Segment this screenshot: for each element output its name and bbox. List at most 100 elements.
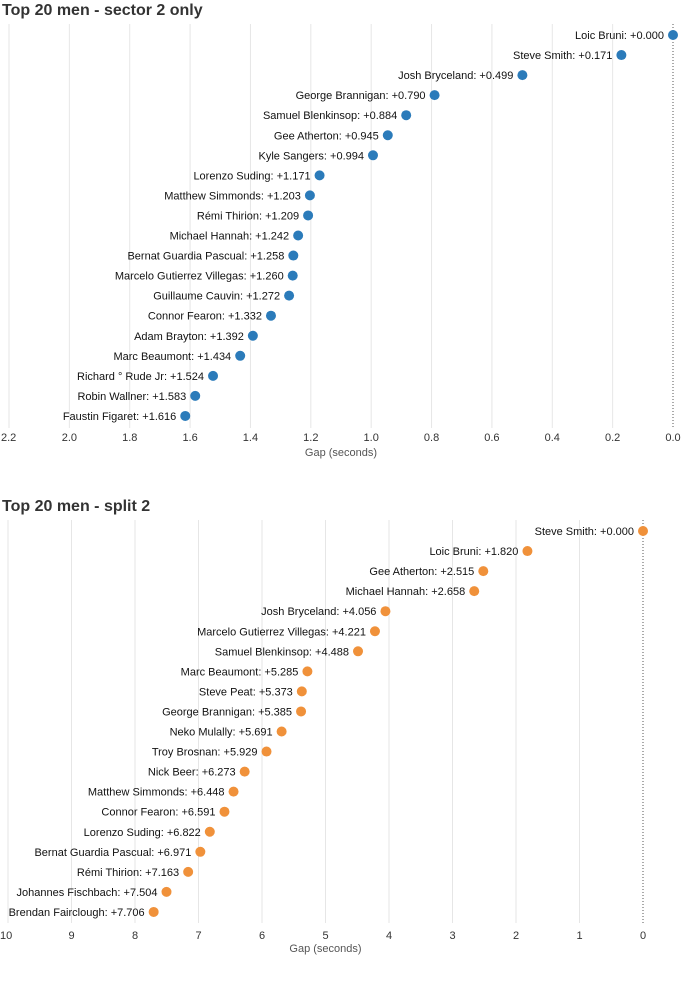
x-tick-label: 2.2 [1, 432, 16, 444]
data-point[interactable] [369, 626, 380, 637]
data-point[interactable] [228, 786, 239, 797]
data-label: Lorenzo Suding: +6.822 [84, 827, 201, 839]
data-label: Loic Bruni: +0.000 [575, 30, 664, 42]
data-point[interactable] [204, 826, 215, 837]
x-tick-label: 1 [576, 930, 582, 942]
x-tick-label: 1.6 [182, 432, 197, 444]
chart-sector-2-plot: 2.2 2.0 1.8 1.6 1.4 1.2 1.0 0.8 0.6 0.4 0.2 0.0 Gap … [1, 24, 681, 459]
data-label: Johannes Fischbach: +7.504 [17, 887, 158, 899]
data-point[interactable] [239, 766, 250, 777]
data-point[interactable] [517, 70, 528, 81]
data-label: Nick Beer: +6.273 [148, 767, 236, 779]
data-label: Neko Mulally: +5.691 [170, 727, 273, 739]
data-point[interactable] [616, 50, 627, 61]
data-label: Gee Atherton: +0.945 [274, 130, 379, 142]
data-label: Rémi Thirion: +1.209 [197, 210, 299, 222]
data-point[interactable] [638, 526, 648, 536]
x-tick-label: 6 [259, 930, 265, 942]
data-point[interactable] [183, 866, 194, 877]
data-point[interactable] [296, 686, 307, 697]
data-point[interactable] [161, 886, 172, 897]
data-point[interactable] [180, 410, 191, 421]
x-tick-label: 0 [640, 930, 646, 942]
data-label: George Brannigan: +0.790 [296, 90, 426, 102]
data-label: Loic Bruni: +1.820 [429, 546, 518, 558]
data-point[interactable] [296, 706, 307, 717]
data-label: Lorenzo Suding: +1.171 [193, 170, 310, 182]
data-point[interactable] [195, 846, 206, 857]
data-point[interactable] [293, 230, 304, 241]
chart-title: Top 20 men - split 2 [2, 498, 151, 515]
x-tick-label: 3 [449, 930, 455, 942]
data-label: Rémi Thirion: +7.163 [77, 867, 179, 879]
data-label: George Brannigan: +5.385 [162, 706, 292, 718]
x-tick-label: 2.0 [62, 432, 77, 444]
data-point[interactable] [284, 290, 295, 301]
data-point[interactable] [265, 310, 276, 321]
data-point[interactable] [302, 666, 313, 677]
data-label: Bernat Guardia Pascual: +1.258 [127, 251, 284, 263]
data-point[interactable] [219, 806, 230, 817]
data-label: Troy Brosnan: +5.929 [152, 747, 258, 759]
data-point[interactable] [314, 170, 325, 181]
data-point[interactable] [190, 390, 201, 401]
data-label: Steve Peat: +5.373 [199, 686, 293, 698]
data-label: Marcelo Gutierrez Villegas: +4.221 [197, 626, 366, 638]
x-tick-label: 10 [0, 930, 12, 942]
data-label: Michael Hannah: +2.658 [346, 586, 466, 598]
data-point[interactable] [380, 606, 391, 617]
data-point[interactable] [208, 370, 219, 381]
data-label: Connor Fearon: +1.332 [148, 311, 262, 323]
data-point[interactable] [261, 746, 272, 757]
data-label: Gee Atherton: +2.515 [369, 566, 474, 578]
data-point[interactable] [478, 566, 489, 577]
x-tick-label: 0.0 [665, 432, 680, 444]
data-label: Samuel Blenkinsop: +4.488 [215, 646, 349, 658]
data-point[interactable] [522, 546, 533, 557]
x-tick-label: 0.2 [605, 432, 620, 444]
data-point[interactable] [401, 110, 412, 121]
x-tick-label: 5 [322, 930, 328, 942]
data-point[interactable] [382, 130, 393, 141]
data-point[interactable] [353, 646, 364, 657]
data-label: Richard ° Rude Jr: +1.524 [77, 371, 204, 383]
data-point[interactable] [668, 30, 678, 40]
data-label: Brendan Fairclough: +7.706 [9, 907, 145, 919]
data-point[interactable] [148, 906, 159, 917]
data-label: Faustin Figaret: +1.616 [63, 411, 176, 423]
data-label: Guillaume Cauvin: +1.272 [153, 291, 280, 303]
x-tick-label: 4 [386, 930, 392, 942]
data-label: Connor Fearon: +6.591 [101, 807, 215, 819]
x-axis-title: Gap (seconds) [289, 943, 361, 955]
data-point[interactable] [247, 330, 258, 341]
data-point[interactable] [304, 190, 315, 201]
data-point[interactable] [276, 726, 287, 737]
data-point[interactable] [429, 90, 440, 101]
data-label: Robin Wallner: +1.583 [77, 391, 186, 403]
chart-title: Top 20 men - sector 2 only [2, 2, 203, 19]
data-point[interactable] [303, 210, 314, 221]
data-label: Steve Smith: +0.000 [535, 526, 634, 538]
x-tick-label: 2 [513, 930, 519, 942]
data-point[interactable] [367, 150, 378, 161]
x-axis-title: Gap (seconds) [305, 447, 377, 459]
data-label: Marc Beaumont: +5.285 [181, 666, 299, 678]
data-point[interactable] [469, 586, 480, 597]
data-point[interactable] [288, 250, 299, 261]
data-label: Michael Hannah: +1.242 [170, 231, 290, 243]
data-label: Matthew Simmonds: +6.448 [88, 787, 225, 799]
x-tick-label: 1.4 [243, 432, 258, 444]
data-point[interactable] [287, 270, 298, 281]
chart-split-2: Top 20 men - split 2 10 9 8 7 6 5 4 3 2 1 0 Gap (se… [0, 496, 684, 984]
x-tick-label: 9 [68, 930, 74, 942]
data-label: Adam Brayton: +1.392 [134, 331, 244, 343]
x-tick-label: 8 [132, 930, 138, 942]
data-label: Steve Smith: +0.171 [513, 50, 612, 62]
data-point[interactable] [235, 350, 246, 361]
x-tick-label: 0.6 [484, 432, 499, 444]
x-tick-label: 0.4 [545, 432, 560, 444]
data-label: Marc Beaumont: +1.434 [113, 351, 231, 363]
x-tick-label: 7 [195, 930, 201, 942]
chart-sector-2: Top 20 men - sector 2 only 2.2 2.0 1.8 1.6 1… [0, 0, 684, 470]
